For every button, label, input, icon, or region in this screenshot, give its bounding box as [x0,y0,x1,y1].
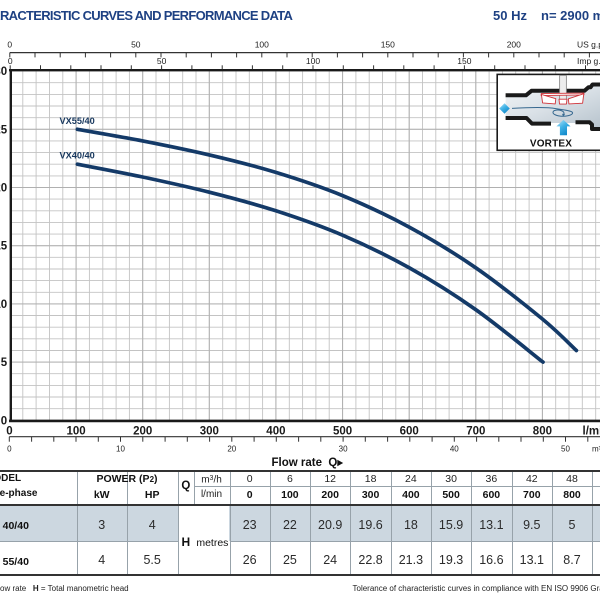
svg-text:VORTEX: VORTEX [530,139,572,150]
svg-text:VX55/40: VX55/40 [60,116,95,126]
svg-text:200: 200 [507,40,521,50]
svg-text:25: 25 [0,124,8,136]
svg-text:Flow rate Q: Flow rate Q [272,457,338,469]
svg-text:500: 500 [333,426,352,438]
svg-text:VX40/40: VX40/40 [60,150,95,160]
svg-text:50: 50 [157,56,167,66]
svg-text:800: 800 [533,426,552,438]
svg-text:30: 30 [339,445,348,454]
svg-text:0: 0 [6,426,12,438]
svg-text:100: 100 [306,56,320,66]
svg-text:10: 10 [116,445,125,454]
svg-text:Imp g.p.m.: Imp g.p.m. [577,56,600,66]
svg-text:200: 200 [133,426,152,438]
svg-text:10: 10 [0,299,7,311]
svg-text:m³/h: m³/h [592,445,600,454]
svg-text:40: 40 [450,445,459,454]
svg-text:l/min: l/min [583,426,600,438]
svg-text:20: 20 [0,183,7,195]
svg-text:20: 20 [227,445,236,454]
svg-text:15: 15 [0,241,8,253]
svg-text:400: 400 [266,426,285,438]
svg-text:700: 700 [466,426,485,438]
svg-text:5: 5 [1,357,8,369]
svg-text:50: 50 [131,40,141,50]
svg-text:US g.p.m.: US g.p.m. [577,40,600,50]
svg-text:50: 50 [561,445,570,454]
svg-text:150: 150 [457,56,471,66]
svg-text:30: 30 [0,66,7,78]
svg-text:0: 0 [1,415,7,427]
svg-text:0: 0 [7,40,12,50]
svg-text:600: 600 [400,426,419,438]
svg-text:300: 300 [200,426,219,438]
svg-text:0: 0 [8,56,13,66]
svg-text:0: 0 [7,445,12,454]
svg-text:100: 100 [67,426,86,438]
svg-text:100: 100 [255,40,269,50]
svg-text:150: 150 [381,40,395,50]
